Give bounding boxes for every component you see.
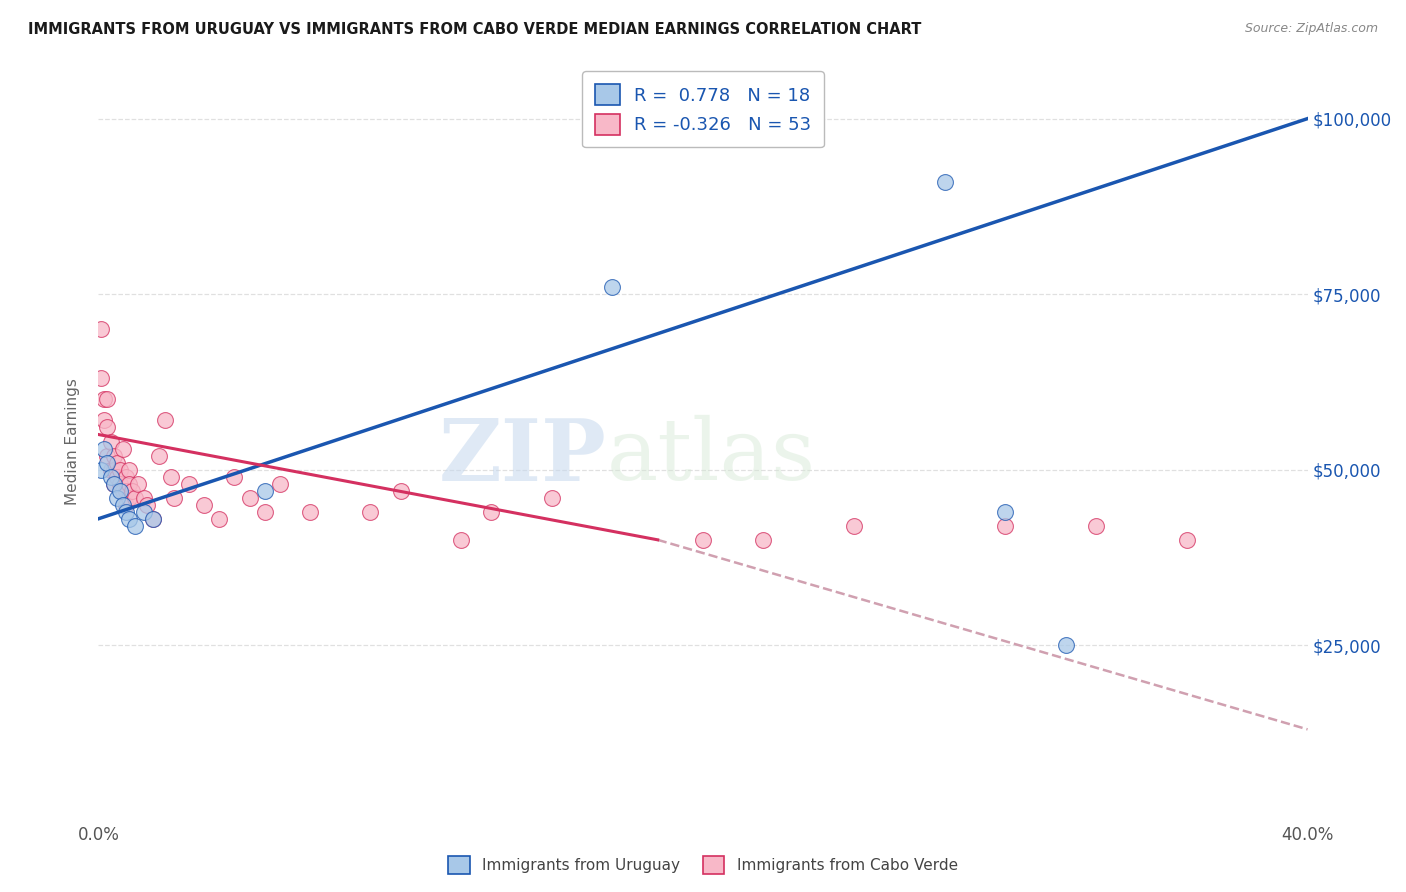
Point — [121, 483, 143, 498]
Point — [135, 498, 157, 512]
Point — [108, 483, 131, 498]
Point — [153, 413, 176, 427]
Point — [114, 498, 136, 512]
Point — [481, 505, 503, 519]
Point — [994, 505, 1017, 519]
Point — [96, 449, 118, 463]
Point — [602, 280, 624, 294]
Point — [193, 498, 215, 512]
Point — [844, 518, 866, 533]
Point — [108, 476, 131, 491]
Point — [148, 449, 170, 463]
Point — [934, 175, 956, 189]
Point — [269, 476, 291, 491]
Point — [360, 505, 382, 519]
Point — [111, 498, 134, 512]
Point — [1175, 533, 1198, 547]
Point — [105, 456, 128, 470]
Point — [224, 469, 246, 483]
Point — [253, 483, 276, 498]
Point — [1085, 518, 1108, 533]
Point — [118, 462, 141, 476]
Point — [239, 491, 262, 505]
Point — [540, 491, 562, 505]
Point — [160, 469, 183, 483]
Point — [90, 462, 112, 476]
Text: atlas: atlas — [606, 415, 815, 499]
Point — [111, 483, 134, 498]
Point — [118, 476, 141, 491]
Point — [96, 392, 118, 407]
Point — [179, 476, 201, 491]
Point — [93, 413, 115, 427]
Legend: Immigrants from Uruguay, Immigrants from Cabo Verde: Immigrants from Uruguay, Immigrants from… — [443, 850, 963, 880]
Point — [100, 462, 122, 476]
Point — [450, 533, 472, 547]
Point — [90, 322, 112, 336]
Text: IMMIGRANTS FROM URUGUAY VS IMMIGRANTS FROM CABO VERDE MEDIAN EARNINGS CORRELATIO: IMMIGRANTS FROM URUGUAY VS IMMIGRANTS FR… — [28, 22, 921, 37]
Point — [105, 469, 128, 483]
Point — [389, 483, 412, 498]
Point — [752, 533, 775, 547]
Point — [90, 371, 112, 385]
Point — [118, 491, 141, 505]
Point — [124, 491, 146, 505]
Point — [93, 442, 115, 456]
Point — [132, 491, 155, 505]
Point — [299, 505, 322, 519]
Point — [111, 442, 134, 456]
Point — [108, 462, 131, 476]
Point — [114, 505, 136, 519]
Point — [124, 518, 146, 533]
Point — [103, 476, 125, 491]
Text: Source: ZipAtlas.com: Source: ZipAtlas.com — [1244, 22, 1378, 36]
Point — [114, 483, 136, 498]
Text: ZIP: ZIP — [439, 415, 606, 499]
Point — [118, 512, 141, 526]
Point — [163, 491, 186, 505]
Point — [105, 491, 128, 505]
Point — [114, 469, 136, 483]
Point — [692, 533, 714, 547]
Point — [208, 512, 231, 526]
Point — [1054, 638, 1077, 652]
Point — [96, 420, 118, 434]
Point — [132, 505, 155, 519]
Point — [994, 518, 1017, 533]
Point — [96, 456, 118, 470]
Point — [103, 449, 125, 463]
Point — [127, 476, 149, 491]
Point — [100, 434, 122, 449]
Point — [100, 469, 122, 483]
Point — [103, 476, 125, 491]
Point — [253, 505, 276, 519]
Y-axis label: Median Earnings: Median Earnings — [65, 378, 80, 505]
Legend: R =  0.778   N = 18, R = -0.326   N = 53: R = 0.778 N = 18, R = -0.326 N = 53 — [582, 71, 824, 147]
Point — [142, 512, 165, 526]
Point — [93, 392, 115, 407]
Point — [142, 512, 165, 526]
Point — [103, 462, 125, 476]
